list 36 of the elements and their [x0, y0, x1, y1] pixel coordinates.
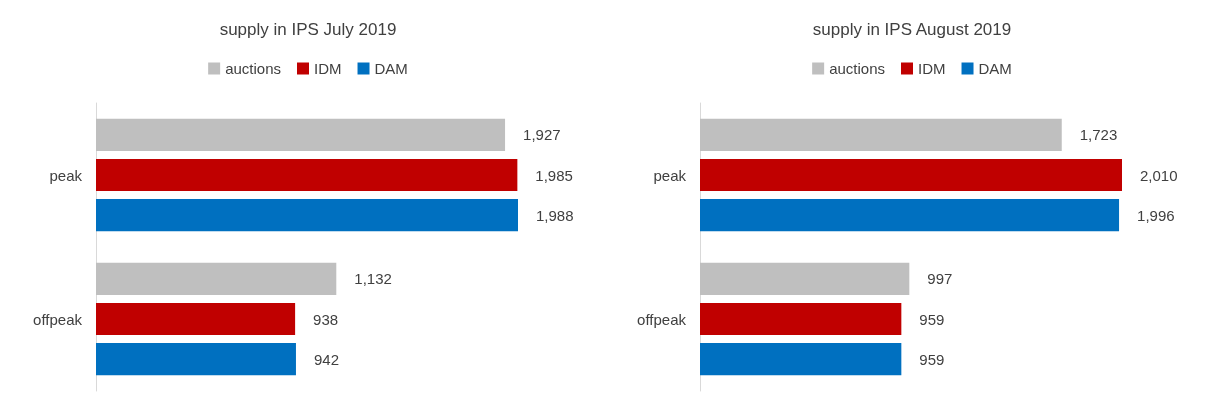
data-label: 938	[313, 310, 339, 328]
data-label: 1,927	[523, 126, 561, 144]
bar	[96, 302, 296, 336]
data-label: 1,985	[535, 166, 573, 184]
bar	[700, 199, 1120, 232]
bar	[96, 343, 296, 376]
data-label: 1,723	[1079, 126, 1118, 144]
legend-label: DAM	[978, 60, 1012, 77]
legend-label: auctions	[225, 60, 282, 77]
bar	[96, 118, 506, 151]
bar	[700, 118, 1062, 151]
data-label: 1,996	[1137, 206, 1175, 224]
bar	[700, 158, 1122, 192]
legend-label: IDM	[918, 60, 946, 77]
data-label: 942	[313, 350, 339, 368]
data-label: 1,132	[354, 270, 392, 288]
data-label: 959	[919, 310, 945, 328]
data-label: 959	[919, 350, 945, 368]
bar	[700, 302, 902, 336]
y-tick-label: offpeak	[33, 310, 83, 328]
y-tick-label: offpeak	[637, 310, 687, 328]
legend-label: DAM	[374, 60, 408, 77]
bar	[96, 199, 518, 232]
data-label: 2,010	[1140, 166, 1178, 184]
data-label: 997	[927, 270, 953, 288]
chart-title: supply in IPS July 2019	[219, 20, 397, 39]
y-tick-label: peak	[653, 166, 687, 184]
y-tick-label: peak	[49, 166, 83, 184]
bar	[700, 343, 902, 376]
legend-label: IDM	[314, 60, 342, 77]
bar	[700, 262, 910, 295]
data-label: 1,988	[536, 206, 574, 224]
legend-label: auctions	[829, 60, 886, 77]
bar	[96, 158, 518, 192]
bar	[96, 262, 337, 295]
chart-title: supply in IPS August 2019	[812, 20, 1012, 39]
